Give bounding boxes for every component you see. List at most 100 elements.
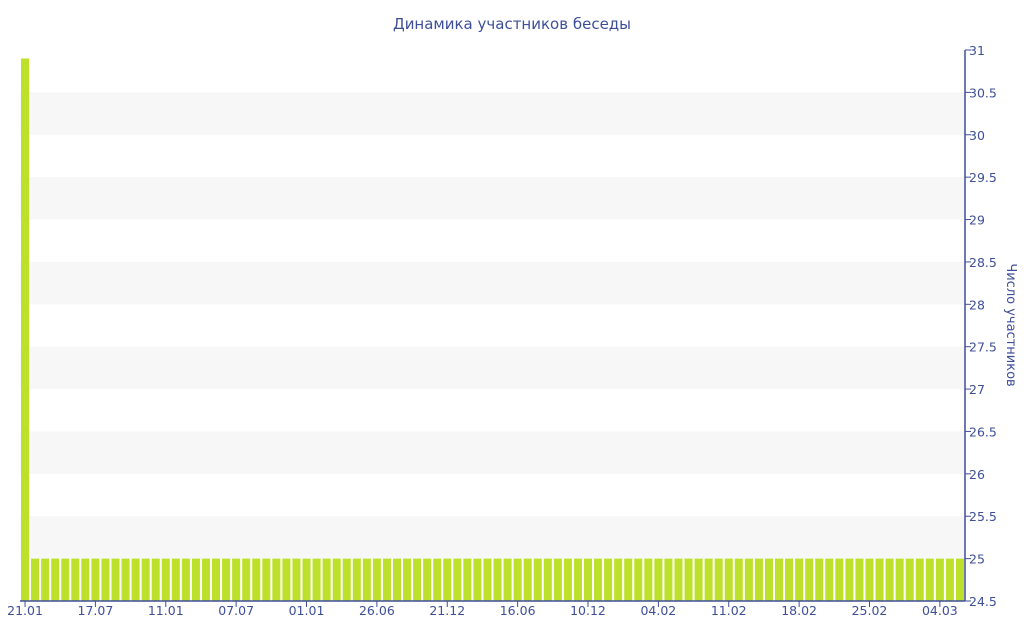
bar[interactable] (31, 558, 40, 601)
bar[interactable] (312, 558, 321, 601)
bar[interactable] (222, 558, 231, 601)
bar[interactable] (885, 558, 894, 601)
bar[interactable] (403, 558, 412, 601)
x-tick-label: 21.12 (429, 603, 465, 618)
bar[interactable] (573, 558, 582, 601)
bar[interactable] (292, 558, 301, 601)
bar[interactable] (624, 558, 633, 601)
bar[interactable] (423, 558, 432, 601)
bar[interactable] (925, 558, 934, 601)
bar[interactable] (493, 558, 502, 601)
bar[interactable] (855, 558, 864, 601)
bar[interactable] (332, 558, 341, 601)
bar[interactable] (272, 558, 281, 601)
bar[interactable] (533, 558, 542, 601)
y-axis-label: Число участников (1003, 263, 1018, 386)
bar[interactable] (895, 558, 904, 601)
bar[interactable] (382, 558, 391, 601)
y-tick-label: 26.5 (969, 424, 997, 439)
bar[interactable] (805, 558, 814, 601)
bar[interactable] (523, 558, 532, 601)
bar[interactable] (41, 558, 50, 601)
grid-band (20, 177, 965, 220)
bar[interactable] (262, 558, 271, 601)
bar[interactable] (815, 558, 824, 601)
bar[interactable] (111, 558, 120, 601)
bar[interactable] (322, 558, 331, 601)
bar[interactable] (664, 558, 673, 601)
bar[interactable] (694, 558, 703, 601)
bar[interactable] (161, 558, 170, 601)
bar[interactable] (181, 558, 190, 601)
bar[interactable] (785, 558, 794, 601)
bar[interactable] (61, 558, 70, 601)
bar[interactable] (774, 558, 784, 601)
bar[interactable] (372, 558, 381, 601)
bar[interactable] (604, 558, 613, 601)
bar[interactable] (945, 558, 954, 601)
bar[interactable] (121, 558, 130, 601)
bar[interactable] (392, 558, 402, 601)
bar[interactable] (744, 558, 753, 601)
bar[interactable] (594, 558, 603, 601)
bar[interactable] (935, 558, 944, 601)
bar[interactable] (865, 558, 874, 601)
bar[interactable] (845, 558, 854, 601)
bar[interactable] (453, 558, 462, 601)
bar[interactable] (232, 558, 241, 601)
bar[interactable] (553, 558, 562, 601)
bar[interactable] (825, 558, 834, 601)
bar[interactable] (644, 558, 653, 601)
bar[interactable] (212, 558, 221, 601)
bar[interactable] (684, 558, 693, 601)
bar[interactable] (714, 558, 723, 601)
bar[interactable] (242, 558, 251, 601)
bar[interactable] (443, 558, 452, 601)
bar[interactable] (21, 58, 30, 601)
bar[interactable] (634, 558, 643, 601)
bar[interactable] (654, 558, 663, 601)
bar[interactable] (503, 558, 512, 601)
bar[interactable] (724, 558, 733, 601)
bar[interactable] (754, 558, 763, 601)
bar[interactable] (352, 558, 361, 601)
bar[interactable] (583, 558, 593, 601)
bar[interactable] (131, 558, 140, 601)
bar[interactable] (463, 558, 472, 601)
bar[interactable] (191, 558, 200, 601)
bar[interactable] (674, 558, 683, 601)
bar[interactable] (362, 558, 371, 601)
bar[interactable] (875, 558, 884, 601)
bar[interactable] (835, 558, 844, 601)
y-tick-label: 30.5 (969, 85, 997, 100)
bar[interactable] (473, 558, 482, 601)
bar[interactable] (71, 558, 80, 601)
bar[interactable] (51, 558, 60, 601)
bar[interactable] (764, 558, 773, 601)
bar[interactable] (91, 558, 100, 601)
bar[interactable] (614, 558, 623, 601)
bar[interactable] (252, 558, 261, 601)
bar[interactable] (915, 558, 924, 601)
bar[interactable] (734, 558, 743, 601)
bar[interactable] (563, 558, 572, 601)
bar[interactable] (282, 558, 291, 601)
bar[interactable] (433, 558, 442, 601)
x-tick-label: 16.06 (500, 603, 536, 618)
bar[interactable] (151, 558, 160, 601)
bar[interactable] (905, 558, 914, 601)
bar[interactable] (955, 558, 964, 601)
bar[interactable] (483, 558, 492, 601)
bar[interactable] (81, 558, 90, 601)
bar[interactable] (513, 558, 522, 601)
bar[interactable] (342, 558, 351, 601)
bar[interactable] (302, 558, 311, 601)
bar[interactable] (171, 558, 180, 601)
bar[interactable] (795, 558, 804, 601)
bar[interactable] (141, 558, 150, 601)
bar[interactable] (704, 558, 713, 601)
bar[interactable] (543, 558, 552, 601)
bar[interactable] (201, 558, 211, 601)
bar[interactable] (101, 558, 110, 601)
bar[interactable] (413, 558, 422, 601)
